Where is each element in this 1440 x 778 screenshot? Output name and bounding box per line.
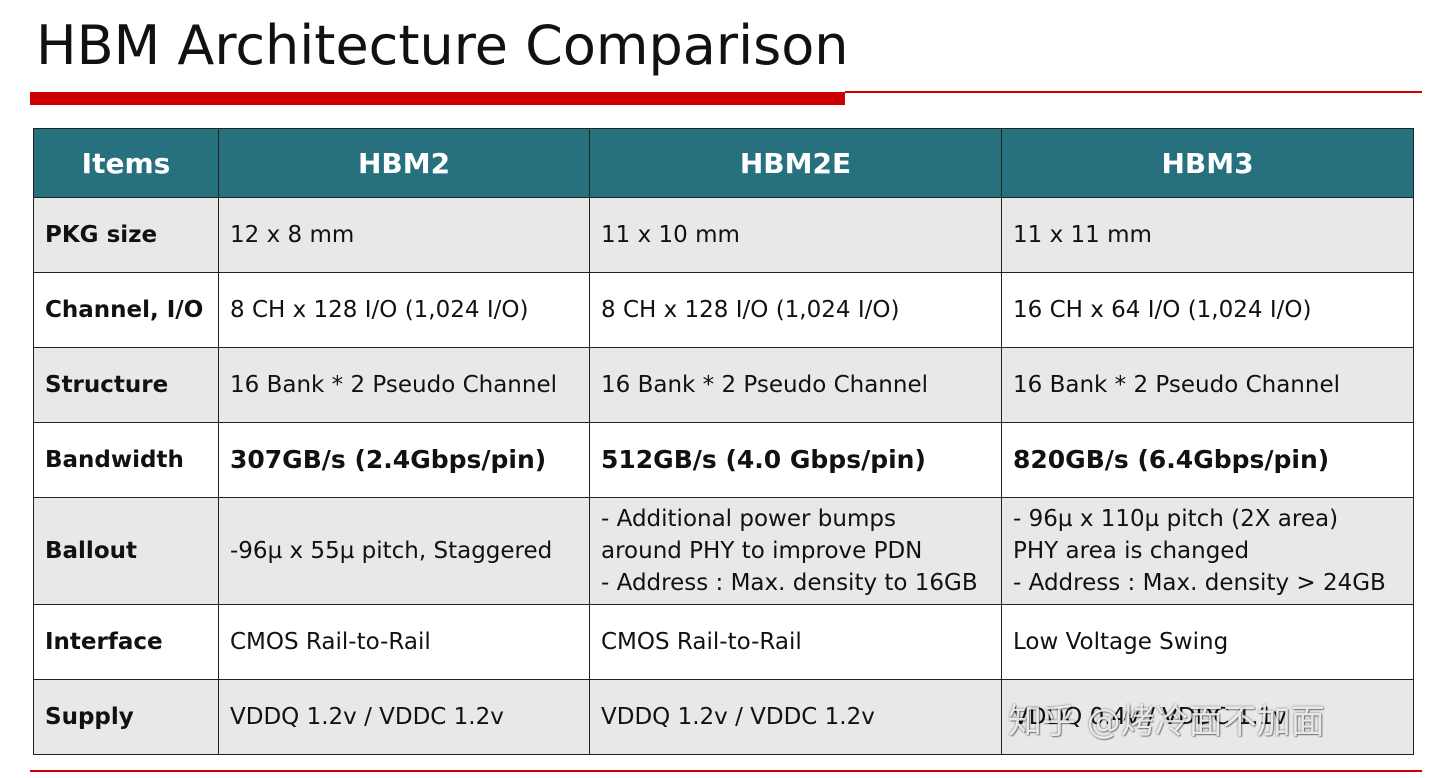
cell-hbm3: 16 CH x 64 I/O (1,024 I/O): [1002, 273, 1414, 348]
cell-text-line: 307GB/s (2.4Gbps/pin): [230, 444, 589, 476]
table-row: Supply VDDQ 1.2v / VDDC 1.2v VDDQ 1.2v / V…: [34, 680, 1414, 755]
cell-text-line: 16 Bank * 2 Pseudo Channel: [601, 369, 1001, 401]
cell-hbm3: 16 Bank * 2 Pseudo Channel: [1002, 348, 1414, 423]
cell-text-line: - 96µ x 110µ pitch (2X area): [1013, 503, 1413, 535]
row-label: Supply: [34, 680, 219, 755]
cell-text-line: around PHY to improve PDN: [601, 535, 1001, 567]
comparison-table: Items HBM2 HBM2E HBM3 PKG size 12 x 8 mm 1…: [33, 128, 1414, 755]
cell-text-line: 11 x 10 mm: [601, 219, 1001, 251]
cell-text-line: - Additional power bumps: [601, 503, 1001, 535]
cell-hbm2: 16 Bank * 2 Pseudo Channel: [219, 348, 590, 423]
cell-hbm3: 820GB/s (6.4Gbps/pin): [1002, 423, 1414, 498]
cell-text-line: PHY area is changed: [1013, 535, 1413, 567]
cell-hbm2e: CMOS Rail-to-Rail: [590, 605, 1002, 680]
cell-text-line: - Address : Max. density > 24GB: [1013, 567, 1413, 599]
cell-hbm2: CMOS Rail-to-Rail: [219, 605, 590, 680]
cell-text-line: 16 CH x 64 I/O (1,024 I/O): [1013, 294, 1413, 326]
cell-text-line: 8 CH x 128 I/O (1,024 I/O): [601, 294, 1001, 326]
cell-hbm2e: - Additional power bumps around PHY to im…: [590, 498, 1002, 605]
table-row: Interface CMOS Rail-to-Rail CMOS Rail-to-R…: [34, 605, 1414, 680]
cell-text-line: CMOS Rail-to-Rail: [601, 626, 1001, 658]
cell-hbm2: 307GB/s (2.4Gbps/pin): [219, 423, 590, 498]
cell-text-line: 16 Bank * 2 Pseudo Channel: [230, 369, 589, 401]
row-label: Structure: [34, 348, 219, 423]
cell-text-line: 16 Bank * 2 Pseudo Channel: [1013, 369, 1413, 401]
row-label: Interface: [34, 605, 219, 680]
title-underline-thin: [845, 91, 1422, 93]
page-title: HBM Architecture Comparison: [36, 14, 848, 77]
cell-text-line: VDDQ 1.2v / VDDC 1.2v: [230, 701, 589, 733]
cell-hbm2e: VDDQ 1.2v / VDDC 1.2v: [590, 680, 1002, 755]
cell-hbm2e: 512GB/s (4.0 Gbps/pin): [590, 423, 1002, 498]
table-body: PKG size 12 x 8 mm 11 x 10 mm 11 x 11 mm Cha…: [34, 198, 1414, 755]
cell-hbm3: Low Voltage Swing: [1002, 605, 1414, 680]
cell-text-line: VDDQ 1.2v / VDDC 1.2v: [601, 701, 1001, 733]
row-label: Channel, I/O: [34, 273, 219, 348]
cell-text-line: VDDQ 0.4v / VDDC 1.1v: [1013, 701, 1413, 733]
table-row: Channel, I/O 8 CH x 128 I/O (1,024 I/O) 8 …: [34, 273, 1414, 348]
cell-text-line: Low Voltage Swing: [1013, 626, 1413, 658]
row-label: Bandwidth: [34, 423, 219, 498]
header-items: Items: [34, 129, 219, 198]
table-row: Structure 16 Bank * 2 Pseudo Channel 16 Ba…: [34, 348, 1414, 423]
cell-text-line: CMOS Rail-to-Rail: [230, 626, 589, 658]
cell-hbm2e: 11 x 10 mm: [590, 198, 1002, 273]
row-label: PKG size: [34, 198, 219, 273]
cell-hbm3: - 96µ x 110µ pitch (2X area) PHY area is …: [1002, 498, 1414, 605]
cell-text-line: -96µ x 55µ pitch, Staggered: [230, 535, 589, 567]
cell-hbm2: 8 CH x 128 I/O (1,024 I/O): [219, 273, 590, 348]
header-hbm3: HBM3: [1002, 129, 1414, 198]
title-underline-thick: [30, 92, 845, 105]
table-row: Ballout -96µ x 55µ pitch, Staggered - Addi…: [34, 498, 1414, 605]
cell-text-line: - Address : Max. density to 16GB: [601, 567, 1001, 599]
comparison-table-container: Items HBM2 HBM2E HBM3 PKG size 12 x 8 mm 1…: [33, 128, 1413, 755]
cell-text-line: 820GB/s (6.4Gbps/pin): [1013, 444, 1413, 476]
row-label: Ballout: [34, 498, 219, 605]
header-hbm2e: HBM2E: [590, 129, 1002, 198]
footer-divider: [30, 770, 1422, 772]
cell-hbm2: -96µ x 55µ pitch, Staggered: [219, 498, 590, 605]
cell-hbm2: 12 x 8 mm: [219, 198, 590, 273]
cell-text-line: 12 x 8 mm: [230, 219, 589, 251]
cell-hbm2e: 16 Bank * 2 Pseudo Channel: [590, 348, 1002, 423]
cell-hbm3: 11 x 11 mm: [1002, 198, 1414, 273]
header-hbm2: HBM2: [219, 129, 590, 198]
cell-text-line: 8 CH x 128 I/O (1,024 I/O): [230, 294, 589, 326]
table-row: PKG size 12 x 8 mm 11 x 10 mm 11 x 11 mm: [34, 198, 1414, 273]
table-row: Bandwidth 307GB/s (2.4Gbps/pin) 512GB/s (4…: [34, 423, 1414, 498]
cell-text-line: 11 x 11 mm: [1013, 219, 1413, 251]
table-header-row: Items HBM2 HBM2E HBM3: [34, 129, 1414, 198]
cell-hbm2: VDDQ 1.2v / VDDC 1.2v: [219, 680, 590, 755]
cell-text-line: 512GB/s (4.0 Gbps/pin): [601, 444, 1001, 476]
cell-hbm3: VDDQ 0.4v / VDDC 1.1v: [1002, 680, 1414, 755]
cell-hbm2e: 8 CH x 128 I/O (1,024 I/O): [590, 273, 1002, 348]
